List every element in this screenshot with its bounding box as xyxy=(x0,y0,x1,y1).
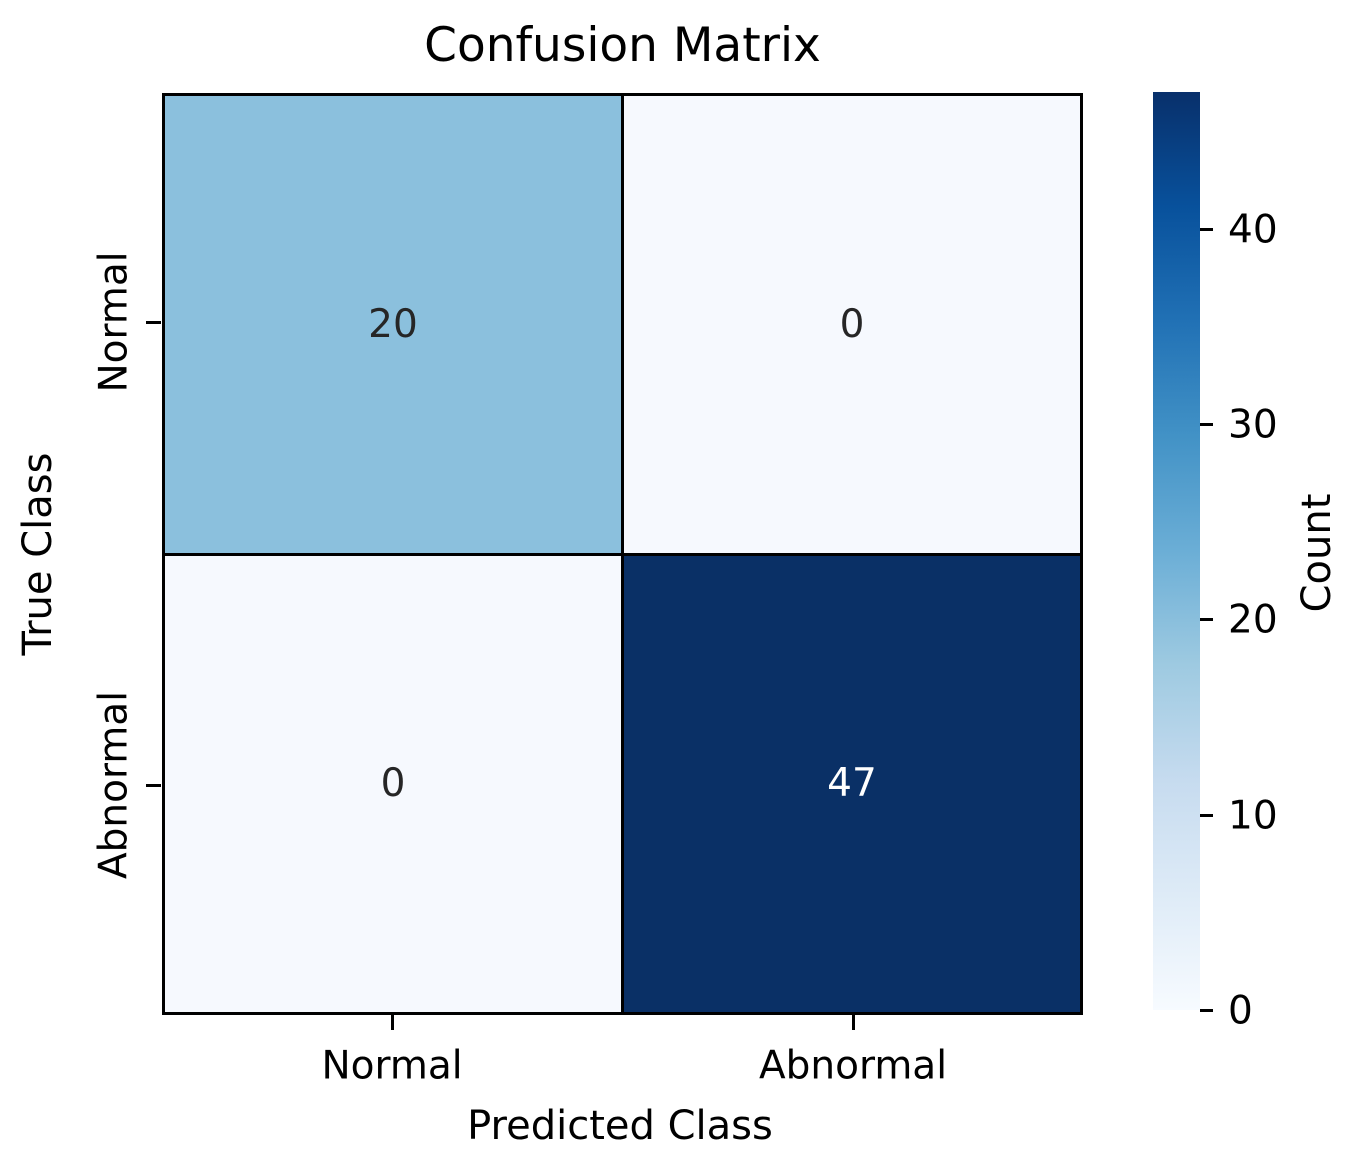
x-tick-label-normal: Normal xyxy=(321,1043,463,1089)
x-tick-mark xyxy=(852,1015,855,1030)
heatmap-cell-true-abnormal-pred-normal: 0 xyxy=(165,555,621,1012)
y-tick-mark xyxy=(146,784,161,787)
y-axis-label: True Class xyxy=(15,452,61,656)
colorbar-tick-mark xyxy=(1200,1009,1213,1012)
colorbar-tick-mark xyxy=(1200,814,1213,817)
colorbar-tick-label-30: 30 xyxy=(1228,402,1278,448)
heatmap-grid: 20 0 0 47 xyxy=(162,93,1083,1015)
colorbar-tick-mark xyxy=(1200,423,1213,426)
x-tick-label-abnormal: Abnormal xyxy=(758,1043,948,1089)
colorbar-gradient xyxy=(1153,92,1200,1010)
colorbar-tick-label-20: 20 xyxy=(1228,597,1278,643)
chart-title: Confusion Matrix xyxy=(424,18,821,73)
colorbar-axis-label: Count xyxy=(1294,493,1340,613)
x-axis-label: Predicted Class xyxy=(467,1103,773,1149)
colorbar-tick-label-0: 0 xyxy=(1228,988,1253,1034)
x-tick-mark xyxy=(391,1015,394,1030)
y-tick-label-abnormal: Abnormal xyxy=(91,690,137,880)
colorbar-tick-mark xyxy=(1200,618,1213,621)
y-tick-label-normal: Normal xyxy=(91,251,137,393)
colorbar-tick-mark xyxy=(1200,228,1213,231)
y-tick-mark xyxy=(146,321,161,324)
heatmap-cell-true-normal-pred-abnormal: 0 xyxy=(624,96,1080,553)
colorbar-tick-label-10: 10 xyxy=(1228,793,1278,839)
heatmap-cell-true-normal-pred-normal: 20 xyxy=(165,96,621,553)
heatmap-cell-true-abnormal-pred-abnormal: 47 xyxy=(624,555,1080,1012)
colorbar-tick-label-40: 40 xyxy=(1228,207,1278,253)
